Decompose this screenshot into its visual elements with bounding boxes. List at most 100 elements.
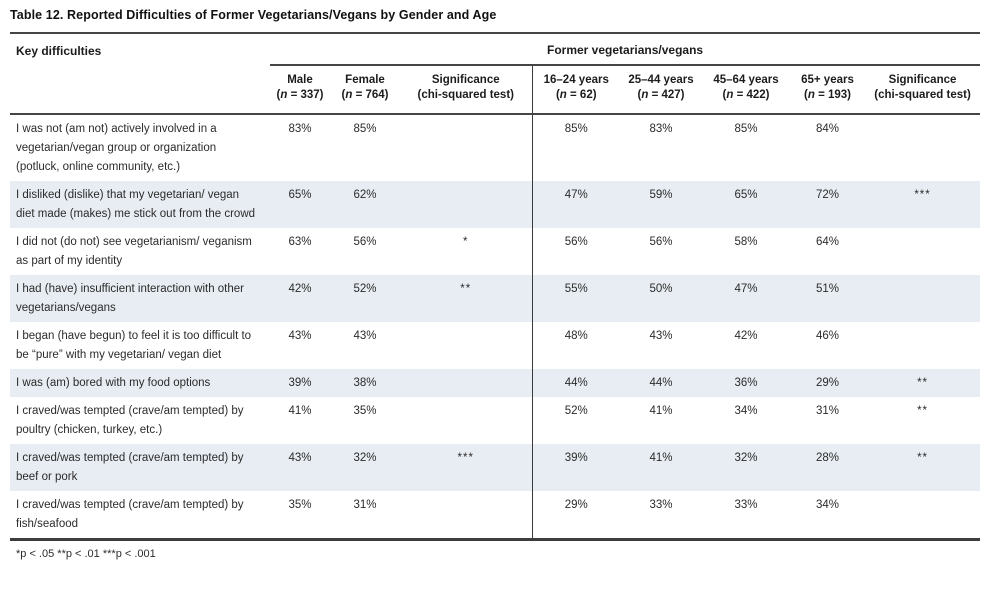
- percent-value: 85%: [734, 123, 758, 135]
- percent-value: 48%: [531, 322, 620, 369]
- table-body: I was not (am not) actively involved in …: [10, 114, 981, 541]
- difficulty-label: I craved/was tempted (crave/am tempted) …: [16, 452, 244, 483]
- column-subtitle: (n = 422): [722, 89, 770, 101]
- percent-value: 55%: [531, 275, 620, 322]
- percent-value: 63%: [288, 236, 312, 248]
- column-subtitle: (chi-squared test): [417, 89, 515, 101]
- significance-value: [400, 491, 532, 541]
- percent-value: 29%: [815, 377, 840, 389]
- column-header: 16–24 years (n = 62): [531, 65, 620, 115]
- significance-value: [400, 397, 532, 444]
- percent-value: 38%: [353, 377, 377, 389]
- significance-value: [400, 369, 532, 397]
- percent-value: 65%: [288, 189, 312, 201]
- column-header: Significance (chi-squared test): [400, 65, 532, 115]
- significance-value: **: [917, 377, 929, 389]
- column-header-row: Male (n = 337) Female (n = 764) Significance…: [10, 65, 981, 115]
- percent-value: 51%: [815, 283, 840, 295]
- significance-value: [865, 275, 980, 322]
- percent-value: 35%: [353, 405, 377, 417]
- percent-value: 33%: [702, 491, 790, 541]
- percent-value: 44%: [531, 369, 620, 397]
- percent-value: 33%: [620, 491, 702, 541]
- percent-value: 32%: [734, 452, 758, 464]
- percent-value: 43%: [353, 330, 377, 342]
- percent-value: 31%: [330, 491, 400, 541]
- percent-value: 84%: [815, 123, 840, 135]
- significance-value: [865, 228, 980, 275]
- percent-value: 52%: [353, 283, 377, 295]
- percent-value: 64%: [815, 236, 840, 248]
- percent-value: 39%: [288, 377, 312, 389]
- percent-value: 28%: [815, 452, 840, 464]
- significance-value: [400, 114, 532, 181]
- column-subtitle: (n = 337): [276, 89, 324, 101]
- page: Table 12. Reported Difficulties of Forme…: [10, 8, 981, 560]
- table-row: I had (have) insufficient interaction wi…: [10, 275, 981, 322]
- percent-value: 31%: [815, 405, 840, 417]
- column-subtitle: (n = 193): [804, 89, 851, 101]
- percent-value: 43%: [288, 330, 312, 342]
- significance-value: [400, 181, 532, 228]
- percent-value: 41%: [649, 452, 673, 464]
- difficulty-label: I began (have begun) to feel it is too d…: [16, 330, 252, 361]
- significance-value: ***: [914, 189, 931, 201]
- column-label: 45–64 years: [713, 74, 779, 86]
- percent-value: 52%: [531, 397, 620, 444]
- percent-value: 34%: [734, 405, 758, 417]
- percent-value: 29%: [531, 491, 620, 541]
- column-label: Male: [287, 74, 313, 86]
- group-header: Former vegetarians/vegans: [270, 33, 981, 66]
- percent-value: 47%: [734, 283, 758, 295]
- percent-value: 72%: [815, 189, 840, 201]
- percent-value: 36%: [734, 377, 758, 389]
- significance-value: *: [463, 236, 469, 248]
- column-subtitle: (n = 764): [341, 89, 389, 101]
- column-label: 65+ years: [801, 74, 854, 86]
- percent-value: 58%: [734, 236, 758, 248]
- percent-value: 32%: [353, 452, 377, 464]
- percent-value: 41%: [288, 405, 312, 417]
- significance-value: [865, 322, 980, 369]
- difficulty-label: I had (have) insufficient interaction wi…: [16, 283, 244, 314]
- difficulties-table: Key difficulties Former vegetarians/vega…: [10, 32, 981, 541]
- column-header: Female (n = 764): [330, 65, 400, 115]
- significance-value: **: [460, 283, 472, 295]
- percent-value: 59%: [649, 189, 673, 201]
- column-subtitle: (chi-squared test): [874, 89, 971, 101]
- difficulty-label: I disliked (dislike) that my vegetarian/…: [16, 189, 256, 220]
- column-header: 45–64 years (n = 422): [702, 65, 790, 115]
- percent-value: 35%: [270, 491, 330, 541]
- table-row: I craved/was tempted (crave/am tempted) …: [10, 397, 980, 444]
- table-row: I was (am) bored with my food options 39%…: [10, 369, 981, 397]
- percent-value: 42%: [288, 283, 312, 295]
- percent-value: 43%: [288, 452, 312, 464]
- group-header-row: Key difficulties Former vegetarians/vega…: [10, 33, 981, 115]
- percent-value: 83%: [649, 123, 673, 135]
- difficulty-label: I did not (do not) see vegetarianism/ ve…: [16, 236, 252, 267]
- percent-value: 56%: [353, 236, 377, 248]
- significance-value: [865, 114, 980, 181]
- difficulty-label: I craved/was tempted (crave/am tempted) …: [10, 491, 270, 541]
- table-title: Table 12. Reported Difficulties of Forme…: [10, 8, 497, 22]
- table-row: I did not (do not) see vegetarianism/ ve…: [10, 228, 980, 275]
- percent-value: 65%: [734, 189, 758, 201]
- percent-value: 62%: [353, 189, 377, 201]
- percent-value: 43%: [649, 330, 673, 342]
- percent-value: 41%: [649, 405, 673, 417]
- significance-value: **: [917, 452, 929, 464]
- column-subtitle: (n = 62): [555, 89, 597, 101]
- table-row: I began (have begun) to feel it is too d…: [10, 322, 980, 369]
- percent-value: 56%: [649, 236, 673, 248]
- percent-value: 34%: [790, 491, 865, 541]
- percent-value: 85%: [531, 114, 620, 181]
- column-label: Female: [345, 74, 385, 86]
- column-header: Significance (chi-squared test): [865, 65, 981, 115]
- significance-value: [865, 491, 981, 541]
- percent-value: 42%: [734, 330, 758, 342]
- key-difficulties-header: Key difficulties: [10, 33, 270, 115]
- significance-value: ***: [457, 452, 474, 464]
- percent-value: 85%: [353, 123, 377, 135]
- significance-value: **: [917, 405, 929, 417]
- table-row: I craved/was tempted (crave/am tempted) …: [10, 444, 981, 491]
